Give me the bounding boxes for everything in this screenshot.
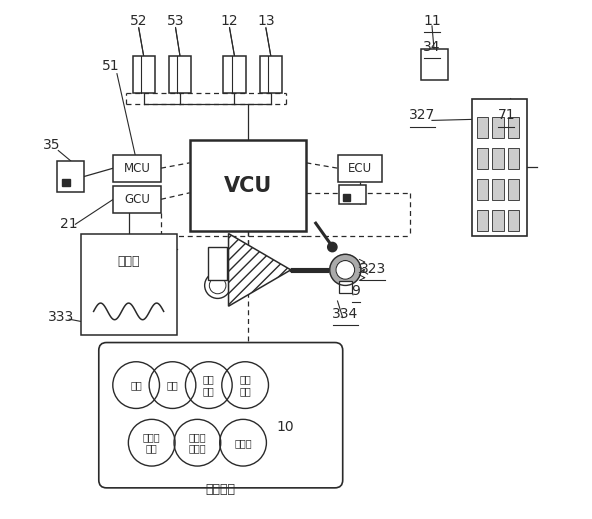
Text: 35: 35 [43, 139, 61, 152]
Text: 333: 333 [48, 310, 74, 323]
Text: 发电机
发电: 发电机 发电 [143, 432, 160, 454]
Text: 53: 53 [167, 14, 184, 28]
Bar [339, 185, 365, 204]
Bar [477, 117, 488, 138]
Text: VCU: VCU [224, 175, 272, 196]
Bar [62, 179, 70, 186]
Bar [472, 99, 527, 236]
Text: 超负荷: 超负荷 [234, 438, 252, 448]
Text: 田间
转移: 田间 转移 [203, 374, 215, 396]
Bar [492, 179, 504, 200]
Bar [492, 210, 504, 231]
Text: 323: 323 [360, 262, 386, 276]
Bar [508, 210, 519, 231]
Bar [477, 148, 488, 169]
Circle shape [327, 242, 337, 252]
Text: 控制面板: 控制面板 [206, 483, 236, 496]
Bar [208, 247, 227, 280]
Text: 12: 12 [221, 14, 239, 28]
Circle shape [336, 261, 355, 279]
Text: 52: 52 [130, 14, 147, 28]
Text: 道路
行走: 道路 行走 [239, 374, 251, 396]
Text: 燃料电
池发电: 燃料电 池发电 [189, 432, 206, 454]
Circle shape [330, 254, 361, 285]
Bar [420, 49, 448, 80]
Bar [492, 148, 504, 169]
Bar [339, 281, 352, 293]
Text: MCU: MCU [124, 161, 150, 175]
Text: 犁耕: 犁耕 [166, 380, 178, 390]
Text: 34: 34 [423, 40, 440, 53]
Bar [508, 179, 519, 200]
Bar [189, 140, 307, 231]
Text: 334: 334 [332, 307, 358, 321]
Bar [337, 155, 382, 182]
Text: ECU: ECU [348, 161, 372, 175]
Text: 51: 51 [102, 60, 120, 73]
Text: 加热器: 加热器 [117, 255, 140, 268]
Bar [113, 186, 161, 213]
Bar [113, 155, 161, 182]
Bar [169, 56, 191, 93]
Bar [223, 56, 246, 93]
Bar [477, 210, 488, 231]
Bar [81, 234, 176, 335]
Text: GCU: GCU [124, 193, 150, 206]
Polygon shape [229, 234, 291, 306]
Bar [57, 161, 84, 192]
Text: 327: 327 [409, 108, 435, 122]
Bar [477, 179, 488, 200]
Text: 9: 9 [351, 284, 360, 297]
Text: 11: 11 [423, 14, 441, 28]
Bar [492, 117, 504, 138]
Text: 71: 71 [497, 108, 515, 122]
Bar [508, 117, 519, 138]
Text: 21: 21 [60, 217, 78, 231]
Bar [343, 194, 350, 201]
Bar [508, 148, 519, 169]
Bar [133, 56, 155, 93]
FancyBboxPatch shape [99, 343, 343, 488]
Text: 旋耕: 旋耕 [130, 380, 142, 390]
Bar [260, 56, 282, 93]
Text: 13: 13 [257, 14, 275, 28]
Text: 10: 10 [277, 420, 294, 433]
